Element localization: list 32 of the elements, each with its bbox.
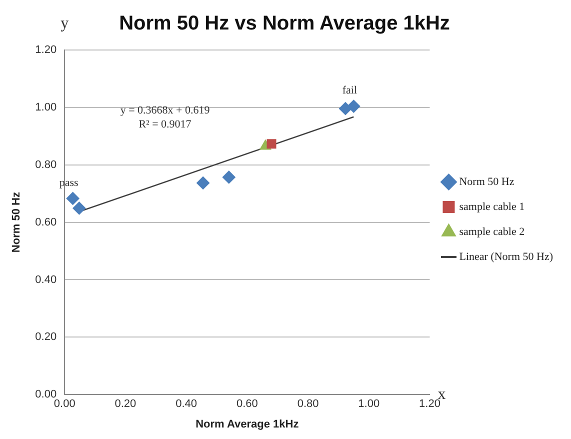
y-tick-label: 0.80 xyxy=(35,158,57,171)
point xyxy=(222,170,236,184)
x-tick-label: 1.00 xyxy=(358,398,380,410)
legend-label: Linear (Norm 50 Hz) xyxy=(459,250,554,263)
y-tick-label: 0.00 xyxy=(35,388,57,401)
point xyxy=(66,192,80,205)
y-tick-label: 1.20 xyxy=(35,44,57,56)
point xyxy=(266,139,276,149)
x-tick-label: 0.20 xyxy=(114,398,136,410)
legend-label: sample cable 2 xyxy=(459,226,525,238)
point xyxy=(347,100,360,113)
point xyxy=(338,102,352,116)
legend-label: sample cable 1 xyxy=(459,200,525,213)
x-tick-label: 0.40 xyxy=(176,398,198,410)
x-axis-title: Norm Average 1kHz xyxy=(196,418,300,430)
x-tick-label: 1.20 xyxy=(419,398,440,410)
y-axis-title: Norm 50 Hz xyxy=(10,192,23,253)
annotation: R² = 0.9017 xyxy=(138,118,192,130)
legend-label: Norm 50 Hz xyxy=(459,176,514,188)
y-tick-label: 0.60 xyxy=(35,216,57,228)
point xyxy=(72,202,86,215)
point xyxy=(196,176,210,190)
y-tick-label: 0.40 xyxy=(35,274,57,286)
text: y xyxy=(60,15,69,32)
chart-title: Norm 50 Hz vs Norm Average 1kHz xyxy=(119,12,450,35)
x-tick-label: 0.80 xyxy=(297,398,319,410)
y-tick-label: 1.00 xyxy=(35,101,57,114)
x-tick-label: 0.60 xyxy=(236,398,258,410)
annotation: fail xyxy=(342,84,357,97)
x-tick-label: 0.00 xyxy=(54,398,76,410)
y-tick-label: 0.20 xyxy=(35,331,57,344)
annotation: y = 0.3668x + 0.619 xyxy=(120,104,210,116)
